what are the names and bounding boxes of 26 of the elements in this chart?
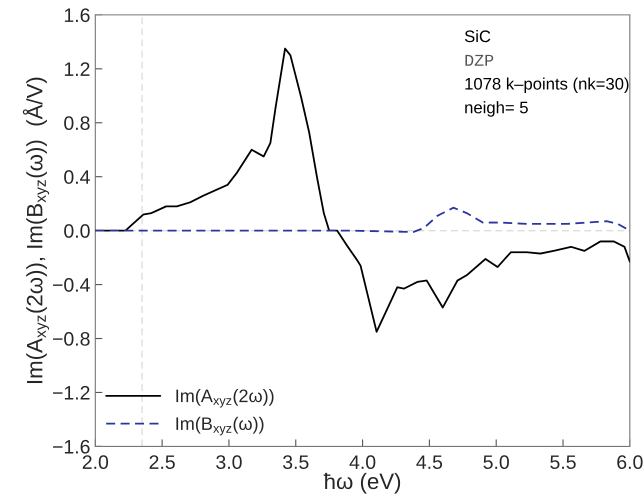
annotation: SiC [464,30,490,42]
x-tick-label: 3.5 [282,455,308,470]
y-tick-label: 0.0 [64,224,90,238]
x-axis-title: ħω (eV) [324,472,400,494]
x-tick-label: 3.0 [216,455,242,470]
legend-label: Im(A$_{xyz}$(2ω)) [176,388,274,408]
x-tick-label: 6.0 [617,455,643,470]
y-tick-label: −0.8 [53,332,90,346]
x-tick-label: 2.0 [82,455,108,470]
annotation: neigh= 5 [465,101,528,117]
x-tick-label: 2.5 [150,455,175,470]
legend-label: Im(B$_{xyz}$(ω)) [176,416,264,436]
annotation: DZP [465,54,494,66]
y-tick-label: 0.4 [64,170,90,184]
y-axis-title: Im(A$_{xyz}$(2ω)), Im(B$_{xyz}$(ω)) (Å/V) [22,78,50,384]
annotation: 1078 k–points (nk=30) [465,77,628,93]
x-tick-label: 5.0 [483,455,509,470]
x-tick-label: 4.5 [416,455,442,470]
y-tick-label: −1.6 [53,440,90,454]
y-tick-label: 1.6 [64,8,90,22]
y-tick-label: 0.8 [64,116,90,130]
y-tick-label: 1.2 [64,62,90,76]
x-tick-label: 5.5 [550,455,576,470]
y-tick-label: −1.2 [53,386,90,400]
y-tick-label: −0.4 [53,278,90,292]
x-tick-label: 4.0 [350,455,376,470]
